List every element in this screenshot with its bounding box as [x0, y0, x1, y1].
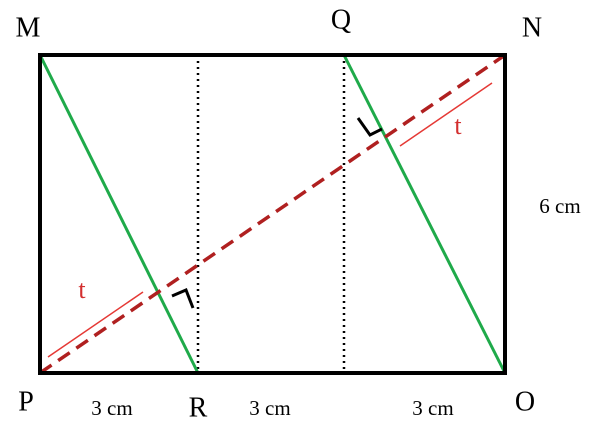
length-label: 3 cm	[91, 396, 132, 420]
point-label: R	[189, 392, 208, 423]
diagonal	[39, 53, 506, 375]
distance-line	[47, 291, 144, 358]
point-label: N	[522, 12, 542, 43]
point-label: P	[18, 386, 34, 417]
length-label: 3 cm	[249, 396, 290, 420]
distance-label: t	[78, 275, 86, 304]
length-label: 6 cm	[539, 194, 580, 218]
distance-line	[399, 82, 493, 147]
point-label: M	[16, 12, 41, 43]
length-label: 3 cm	[412, 396, 453, 420]
point-label: O	[515, 386, 535, 417]
distance-label: t	[454, 111, 462, 140]
rectangle	[38, 53, 507, 375]
right-angle	[171, 288, 195, 309]
right-angle	[356, 117, 383, 137]
point-label: Q	[331, 4, 351, 35]
green-segment	[342, 54, 507, 374]
green-segment	[38, 54, 200, 374]
